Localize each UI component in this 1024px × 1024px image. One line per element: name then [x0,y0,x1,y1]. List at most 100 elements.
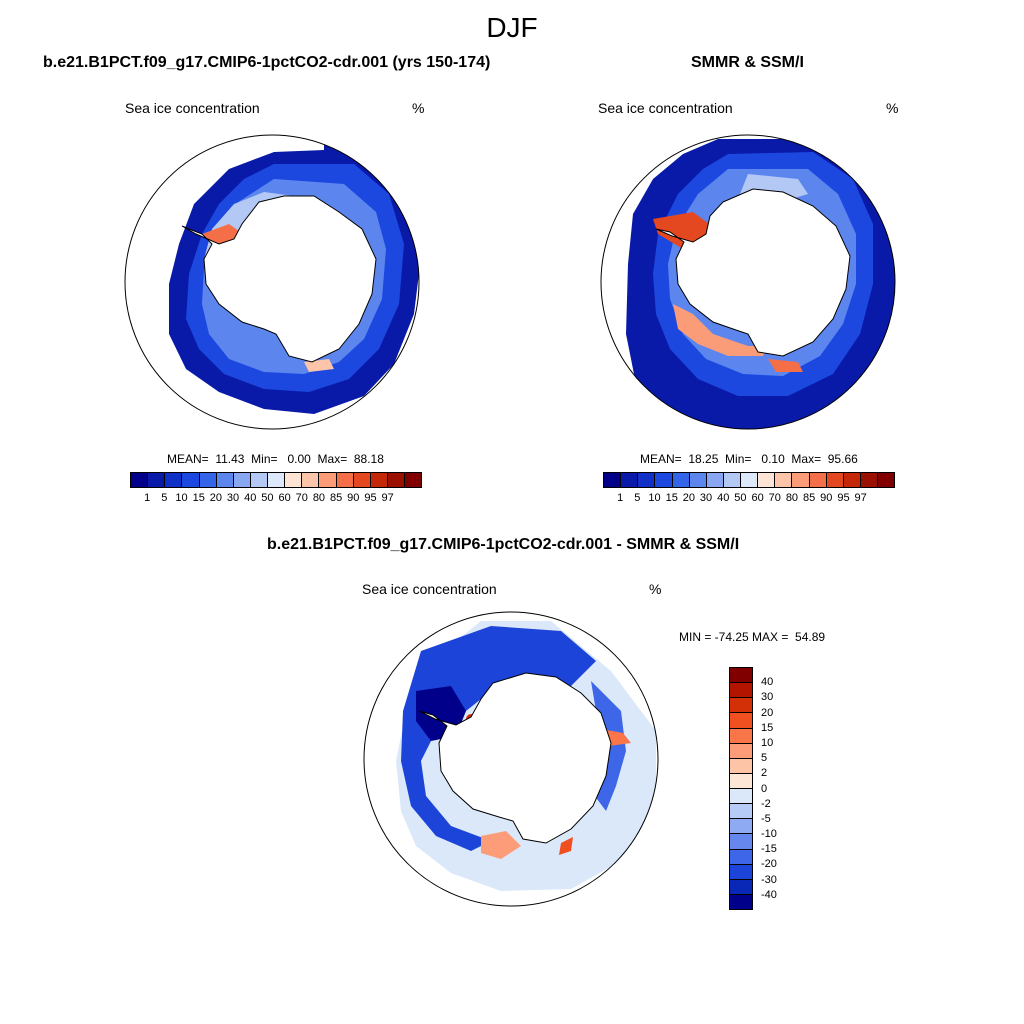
colorbar-tick-label: 20 [682,492,695,504]
panel-diff-map [363,611,659,907]
diff-zone-pos-2 [559,837,573,855]
colorbar-swatch [216,473,234,487]
panel-obs-units: % [886,100,899,116]
colorbar-tick-label: 1 [144,492,151,504]
colorbar-swatch [878,473,895,487]
colorbar-swatch [792,473,810,487]
colorbar-tick-label: -20 [761,858,777,871]
diff-zone-pos [481,831,521,859]
obs-colorbar [603,472,895,488]
colorbar-tick-label: 5 [634,492,641,504]
colorbar-tick-label: 85 [329,492,343,504]
colorbar-swatch [131,473,149,487]
colorbar-tick-label: 30 [226,492,240,504]
colorbar-tick-label: 20 [209,492,222,504]
colorbar-swatch [826,473,844,487]
colorbar-swatch [730,683,752,699]
colorbar-swatch [843,473,861,487]
colorbar-tick-label: 30 [699,492,713,504]
colorbar-tick-label: 0 [761,782,768,795]
colorbar-tick-label: 80 [312,492,326,504]
diff-colorbar [729,667,753,910]
colorbar-swatch [809,473,827,487]
colorbar-tick-label: 85 [802,492,816,504]
model-colorbar-labels: 1 5 10 15 20 30 40 50 60 70 80 85 90 95 97 [130,492,422,506]
colorbar-swatch [730,804,752,820]
panel-diff-units: % [649,581,662,597]
colorbar-tick-label: 50 [734,492,747,504]
colorbar-swatch [775,473,793,487]
colorbar-tick-label: 30 [761,691,774,704]
colorbar-tick-label: 40 [761,676,774,689]
colorbar-swatch [741,473,759,487]
colorbar-swatch [148,473,166,487]
colorbar-tick-label: 5 [161,492,168,504]
colorbar-swatch [730,849,752,865]
colorbar-tick-label: -10 [761,828,777,841]
colorbar-swatch [730,773,752,789]
panel-model-units: % [412,100,425,116]
panel-model-stats: MEAN= 11.43 Min= 0.00 Max= 88.18 [167,452,384,466]
colorbar-swatch [302,473,320,487]
colorbar-swatch [387,473,405,487]
colorbar-swatch [730,864,752,880]
colorbar-tick-label: 60 [278,492,291,504]
colorbar-tick-label: 97 [854,492,867,504]
colorbar-swatch [604,473,622,487]
colorbar-tick-label: 80 [785,492,799,504]
colorbar-tick-label: -30 [761,873,777,886]
colorbar-tick-label: 95 [837,492,850,504]
colorbar-tick-label: 10 [175,492,188,504]
colorbar-swatch [689,473,707,487]
colorbar-tick-label: 70 [295,492,308,504]
colorbar-swatch [730,713,752,729]
antarctica-landmass [181,195,377,363]
panel-obs-stats: MEAN= 18.25 Min= 0.10 Max= 95.66 [640,452,858,466]
panel-diff-variable: Sea ice concentration [362,581,497,597]
colorbar-swatch [319,473,337,487]
colorbar-swatch [730,879,752,895]
colorbar-swatch [860,473,878,487]
colorbar-tick-label: 2 [761,767,768,780]
panel-obs-variable: Sea ice concentration [598,100,733,116]
colorbar-tick-label: 15 [665,492,678,504]
colorbar-swatch [758,473,776,487]
colorbar-tick-label: -40 [761,888,777,901]
colorbar-swatch [638,473,656,487]
ice-zone-mid-high-2 [768,359,803,372]
obs-colorbar-labels: 1 5 10 15 20 30 40 50 60 70 80 85 90 95 97 [603,492,895,506]
figure-title: DJF [486,12,538,43]
diff-colorbar-labels: 40 30 20 15 10 5 2 0 -2 -5 -10 -15 -20 -30 -40 [761,667,801,910]
colorbar-tick-label: 97 [381,492,394,504]
colorbar-tick-label: 60 [751,492,764,504]
colorbar-swatch [621,473,639,487]
colorbar-tick-label: 90 [347,492,360,504]
colorbar-swatch [706,473,724,487]
panel-model-map [124,134,420,430]
ice-zone-mid-high [673,304,768,356]
colorbar-tick-label: -15 [761,843,777,856]
colorbar-swatch [370,473,388,487]
colorbar-swatch [405,473,422,487]
panel-model-variable: Sea ice concentration [125,100,260,116]
colorbar-swatch [182,473,200,487]
colorbar-tick-label: 90 [820,492,833,504]
colorbar-swatch [730,698,752,714]
colorbar-tick-label: 15 [761,721,774,734]
panel-diff-title: b.e21.B1PCT.f09_g17.CMIP6-1pctCO2-cdr.00… [267,536,740,553]
colorbar-swatch [268,473,286,487]
colorbar-swatch [730,834,752,850]
colorbar-swatch [723,473,741,487]
colorbar-tick-label: 5 [761,752,768,765]
colorbar-swatch [165,473,183,487]
colorbar-swatch [672,473,690,487]
colorbar-swatch [730,758,752,774]
antarctica-landmass [418,672,612,844]
colorbar-swatch [655,473,673,487]
colorbar-tick-label: 10 [761,736,774,749]
colorbar-swatch [730,728,752,744]
colorbar-tick-label: 95 [364,492,377,504]
colorbar-tick-label: 50 [261,492,274,504]
colorbar-tick-label: 15 [192,492,205,504]
colorbar-tick-label: 40 [717,492,730,504]
